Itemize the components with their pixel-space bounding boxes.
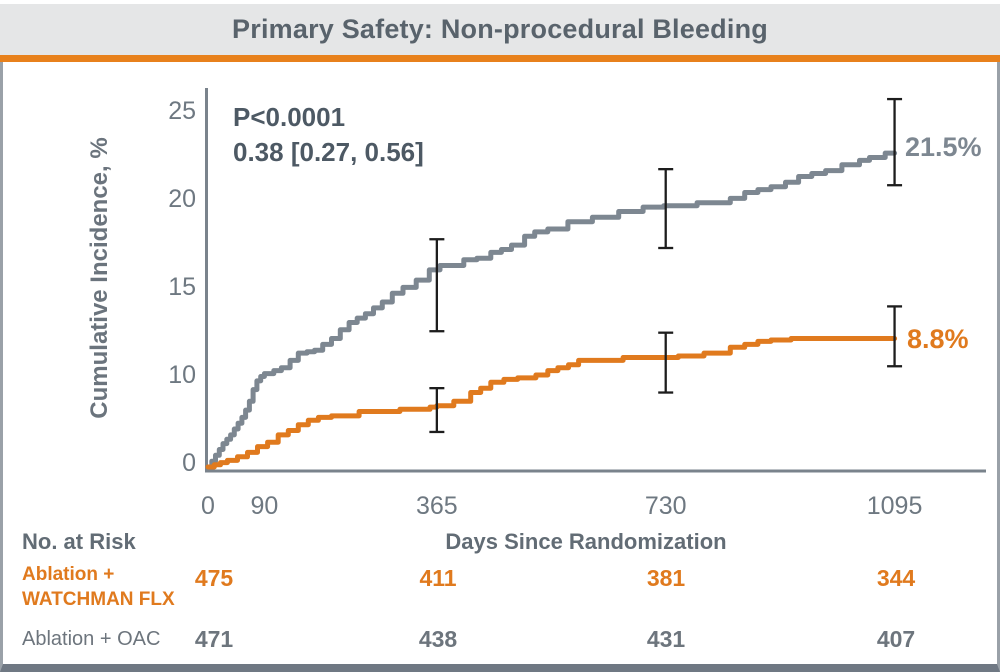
risk-value-oac-day730: 431 xyxy=(646,626,686,652)
svg-text:25: 25 xyxy=(168,97,196,125)
risk-value-oac-day1095: 407 xyxy=(876,626,916,652)
risk-value-watchman-day0: 475 xyxy=(194,565,234,591)
svg-text:0: 0 xyxy=(201,492,215,520)
risk-row-oac-label: Ablation + OAC xyxy=(22,628,161,650)
p-value: P<0.0001 xyxy=(233,102,346,132)
svg-text:20: 20 xyxy=(168,185,196,213)
hazard-ratio-ci: 0.38 [0.27, 0.56] xyxy=(233,137,424,167)
risk-value-oac-day0: 471 xyxy=(194,626,234,652)
end-label-oac: 21.5% xyxy=(905,132,982,162)
risk-value-oac-day365: 438 xyxy=(418,626,458,652)
slide-frame xyxy=(0,62,1000,672)
risk-value-watchman-day730: 381 xyxy=(646,565,686,591)
km-chart-svg: 25 20 15 10 00 90 365 730 1095 xyxy=(168,88,986,520)
risk-row-watchman-label: Ablation + WATCHMAN FLX xyxy=(22,564,175,610)
header-orange-rule xyxy=(0,55,1000,62)
x-axis-title: Days Since Randomization xyxy=(445,529,727,554)
svg-text:730: 730 xyxy=(645,492,687,520)
svg-text:15: 15 xyxy=(168,273,196,301)
svg-text:0: 0 xyxy=(182,449,196,477)
risk-table-heading: No. at Risk xyxy=(22,529,136,554)
risk-value-watchman-day365: 411 xyxy=(419,565,457,591)
end-label-watchman: 8.8% xyxy=(907,324,969,354)
stat-annotation: P<0.0001 0.38 [0.27, 0.56] xyxy=(233,100,424,170)
header-band: Primary Safety: Non-procedural Bleeding xyxy=(0,4,1000,55)
svg-text:365: 365 xyxy=(416,492,458,520)
risk-value-watchman-day1095: 344 xyxy=(876,565,916,591)
y-axis-title: Cumulative Incidence, % xyxy=(86,137,113,419)
svg-text:1095: 1095 xyxy=(867,492,923,520)
svg-text:10: 10 xyxy=(168,361,196,389)
slide-title: Primary Safety: Non-procedural Bleeding xyxy=(232,14,768,44)
svg-text:90: 90 xyxy=(251,492,279,520)
